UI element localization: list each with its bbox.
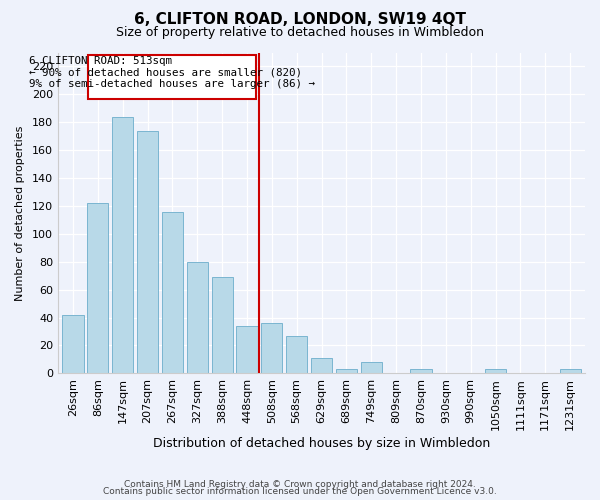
Text: Contains HM Land Registry data © Crown copyright and database right 2024.: Contains HM Land Registry data © Crown c…: [124, 480, 476, 489]
Text: Size of property relative to detached houses in Wimbledon: Size of property relative to detached ho…: [116, 26, 484, 39]
Bar: [485, 369, 506, 374]
Bar: [410, 369, 431, 374]
Bar: [286, 336, 307, 374]
Text: 6, CLIFTON ROAD, LONDON, SW19 4QT: 6, CLIFTON ROAD, LONDON, SW19 4QT: [134, 12, 466, 28]
Bar: [187, 262, 208, 374]
Bar: [261, 323, 283, 374]
Bar: [560, 369, 581, 374]
Bar: [112, 116, 133, 374]
Y-axis label: Number of detached properties: Number of detached properties: [15, 125, 25, 300]
Text: Contains public sector information licensed under the Open Government Licence v3: Contains public sector information licen…: [103, 488, 497, 496]
Bar: [311, 358, 332, 374]
Text: 6 CLIFTON ROAD: 513sqm
← 90% of detached houses are smaller (820)
9% of semi-det: 6 CLIFTON ROAD: 513sqm ← 90% of detached…: [29, 56, 315, 89]
X-axis label: Distribution of detached houses by size in Wimbledon: Distribution of detached houses by size …: [153, 437, 490, 450]
Bar: [336, 369, 357, 374]
Bar: [137, 130, 158, 374]
Bar: [212, 277, 233, 374]
Bar: [162, 212, 183, 374]
Bar: [62, 314, 83, 374]
Bar: [87, 203, 109, 374]
Bar: [236, 326, 257, 374]
Bar: [361, 362, 382, 374]
FancyBboxPatch shape: [88, 56, 256, 98]
